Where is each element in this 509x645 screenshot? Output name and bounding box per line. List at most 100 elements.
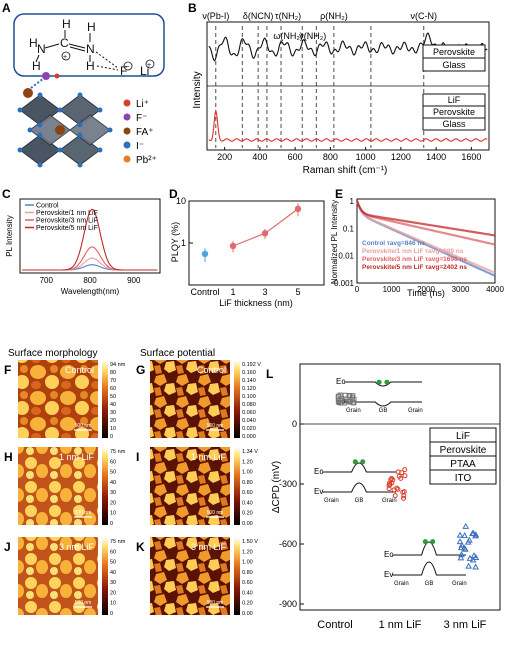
svg-text:H: H: [87, 20, 96, 34]
cpd-y-tick: 0: [292, 419, 297, 429]
svg-text:+: +: [63, 54, 67, 61]
band-grain-label: Grain: [394, 581, 409, 587]
afm-colorbar-max: 0.192 V: [242, 362, 261, 368]
panel-letter-c: C: [2, 187, 11, 201]
cpd-y-label: ΔCPD (mV): [271, 461, 282, 513]
afm-colorbar-tick: 30: [110, 490, 116, 496]
band-electron: [360, 459, 366, 465]
panel-letter-l: L: [266, 367, 273, 381]
svg-text:H: H: [29, 36, 38, 50]
afm-image: [150, 360, 230, 438]
afm-colorbar-tick: 0.20: [242, 511, 253, 517]
band-ec-line: [322, 462, 396, 473]
plqy-point: [229, 242, 237, 250]
svg-text:H: H: [62, 17, 71, 31]
cpd-point: [386, 480, 392, 486]
ion-legend-label: I⁻: [136, 141, 144, 152]
afm-colorbar: [102, 447, 108, 525]
legend-bot-glass: Glass: [442, 119, 466, 129]
raman-x-label: Raman shift (cm⁻¹): [303, 165, 388, 176]
afm-panel-i: I 1 nm LiF 500 nm 1.34 V 1.20 1.00 0.80 0.60 0.4…: [136, 447, 258, 527]
cpd-y-tick: -600: [279, 539, 297, 549]
panel-letter-j: J: [4, 540, 11, 554]
afm-colorbar-tick: 20: [110, 418, 116, 424]
cpd-x-tick: 1 nm LiF: [379, 619, 422, 631]
legend-bot-lif: LiF: [448, 95, 461, 105]
afm-colorbar-tick: 40: [110, 570, 116, 576]
raman-peak-label: ν(NH₂): [299, 31, 326, 41]
afm-colorbar: [234, 447, 240, 525]
plqy-lif-line: [232, 208, 299, 247]
afm-colorbar-tick: 0.60: [242, 490, 253, 496]
afm-colorbar: [102, 360, 108, 438]
ion-legend-label: F⁻: [136, 113, 147, 124]
afm-sample-label: 3 nm LiF: [59, 542, 95, 552]
afm-sample-label: 3 nm LiF: [191, 542, 227, 552]
afm-grid: Surface morphology Surface potential F Co…: [4, 348, 261, 617]
plqy-x-tick: 1: [230, 287, 235, 297]
afm-colorbar-tick: 0.00: [242, 611, 253, 617]
pl-x-label: Wavelength(nm): [61, 287, 120, 296]
trpl-x-tick: 2000: [417, 285, 435, 294]
afm-panel-h: H 1 nm LiF 500 nm 75 nm 60 50 40 30 20 10 0: [4, 447, 126, 527]
trpl-x-tick: 3000: [452, 285, 470, 294]
afm-colorbar: [234, 537, 240, 615]
cpd-point: [389, 480, 395, 486]
trpl-y-tick: 0.01: [338, 252, 354, 261]
afm-colorbar-tick: 0: [110, 434, 113, 440]
plqy-plot-frame: [188, 200, 325, 286]
legend-top-perovskite: Perovskite: [433, 47, 475, 57]
band-electron: [384, 379, 390, 385]
afm-panel-g: G Control 500 nm 0.192 V 0.160 0.140 0.120 0.10…: [136, 360, 261, 440]
afm-colorbar-tick: 0.00: [242, 521, 253, 527]
cpd-ticks: 0 -300 -600 -900 Control 1 nm LiF 3 nm LiF: [279, 419, 487, 631]
afm-colorbar-tick: 0: [110, 611, 113, 617]
band-ec-label: Ec: [336, 377, 345, 386]
molecule-box: [13, 13, 165, 77]
ion-legend-dot: [123, 155, 131, 163]
raman-tick-label: 1200: [391, 152, 411, 162]
cpd-y-tick: -900: [279, 599, 297, 609]
pl-legend-label: Control: [36, 203, 59, 210]
cpd-x-tick: Control: [317, 619, 352, 631]
band-ec-line: [392, 541, 466, 556]
svg-text:+: +: [147, 62, 151, 69]
cpd-point: [401, 493, 407, 499]
cpd-point: [456, 538, 464, 545]
afm-panel-j: J 3 nm LiF 500 nm 75 nm 60 50 40 30 20 10 0: [4, 537, 126, 617]
afm-image: [18, 537, 98, 615]
panel-letter-d: D: [169, 187, 178, 201]
afm-colorbar-tick: 1.00: [242, 470, 253, 476]
cpd-point: [394, 485, 400, 491]
cpd-point: [462, 522, 470, 529]
afm-image: [18, 360, 98, 438]
heading-surface-potential: Surface potential: [140, 348, 215, 359]
cpd-point: [472, 563, 479, 570]
raman-peak-labels: ν(Pb-I) δ(NCN) τ(NH₂) ρ(NH₂) ν(C-N) ω(NH₂)ν(N…: [202, 11, 437, 41]
cpd-point: [402, 467, 408, 473]
afm-colorbar-tick: 0.120: [242, 386, 256, 392]
afm-scale-label: 500 nm: [207, 423, 224, 429]
raman-tick-label: 600: [288, 152, 303, 162]
band-gb-label: GB: [355, 498, 364, 504]
svg-text:N: N: [37, 42, 46, 56]
trpl-y-label: Normalized PL Intensity: [330, 200, 339, 284]
cpd-y-tick: -300: [279, 479, 297, 489]
band-ev-line: [344, 401, 422, 407]
afm-panel-k: K 3 nm LiF 500 nm 1.50 V 1.20 1.00 0.80 0.60 0.4…: [136, 537, 258, 617]
trpl-ticks: 0 1000 2000 3000 4000 1 0.1 0.01 0.001: [334, 197, 504, 294]
trpl-series-line: [355, 200, 496, 246]
band-grain-label: Grain: [346, 408, 361, 414]
afm-panel-f: F Control 500 nm 94 nm 80 70 60 50 40 30 20 10 0: [4, 360, 126, 440]
cpd-point: [398, 475, 404, 481]
pl-series-line: [22, 264, 158, 271]
panel-letter-h: H: [4, 450, 13, 464]
cpd-point: [461, 545, 469, 552]
panel-a: A H C H N N + H H H F − Li +: [2, 1, 165, 168]
pl-series-line: [22, 257, 158, 271]
trpl-y-tick: 0.001: [334, 279, 355, 288]
perovskite-structure: [17, 72, 113, 168]
